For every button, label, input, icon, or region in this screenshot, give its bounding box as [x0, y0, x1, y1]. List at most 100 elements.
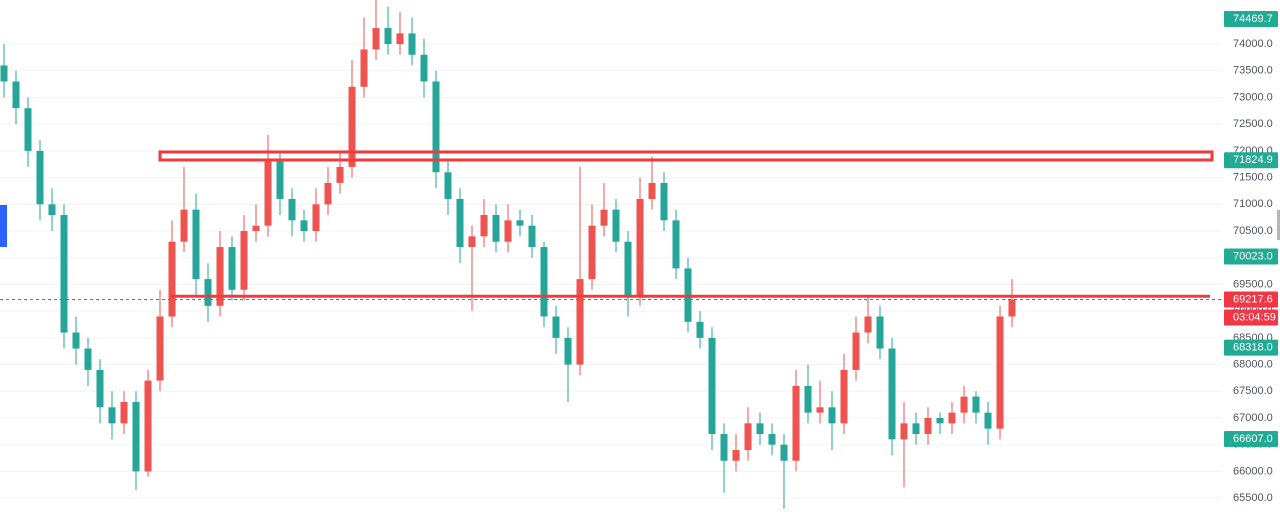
candle-body: [348, 86, 356, 167]
candle-body: [492, 215, 500, 242]
candle-body: [84, 348, 92, 370]
price-badge: [1224, 248, 1278, 265]
candle-body: [12, 81, 20, 109]
price-axis: 65500.066000.066500.067000.067500.068000…: [1224, 10, 1278, 504]
resistance-zone: [158, 150, 1214, 162]
y-tick-label: 71500.0: [1233, 172, 1273, 184]
candle-body: [720, 434, 728, 461]
candle-body: [24, 108, 32, 151]
candle-body: [420, 54, 428, 82]
candle-body: [396, 33, 404, 45]
candle-body: [252, 225, 260, 232]
candle-body: [264, 161, 272, 226]
price-badge-label: 74469.7: [1233, 13, 1273, 25]
candle-body: [204, 279, 212, 306]
candle-body: [768, 434, 776, 445]
candle-body: [708, 337, 716, 435]
candle-body: [384, 28, 392, 45]
countdown-label: 03:04:59: [1233, 311, 1276, 323]
price-badge: [1224, 430, 1278, 447]
candle-body: [72, 332, 80, 349]
candle-body: [984, 412, 992, 429]
y-tick-label: 67500.0: [1233, 385, 1273, 397]
candle-body: [312, 204, 320, 232]
price-badge-label: 70023.0: [1233, 250, 1273, 262]
candle-body: [216, 247, 224, 306]
candle-body: [144, 380, 152, 472]
candle-body: [600, 209, 608, 226]
candle-body: [408, 33, 416, 55]
candle-body: [336, 166, 344, 183]
candle-body: [912, 423, 920, 435]
candle-body: [804, 385, 812, 413]
candle-body: [864, 316, 872, 333]
price-badge: [1224, 291, 1278, 308]
price-badge-label: 69217.6: [1233, 293, 1273, 305]
candle-body: [468, 236, 476, 248]
candle-body: [324, 182, 332, 205]
candle-body: [300, 220, 308, 232]
candle-body: [900, 423, 908, 440]
candle-body: [168, 241, 176, 317]
candle-body: [672, 220, 680, 269]
price-badge-label: 71824.9: [1233, 154, 1273, 166]
candle-body: [528, 225, 536, 248]
candle-body: [48, 204, 56, 216]
price-badge-label: 66607.0: [1233, 433, 1273, 445]
candle-body: [288, 198, 296, 221]
candle-body: [996, 316, 1004, 429]
candle-body: [756, 423, 764, 435]
candle-body: [480, 215, 488, 237]
candle-body: [732, 450, 740, 461]
scroll-handle[interactable]: [1277, 210, 1280, 240]
candle-body: [624, 241, 632, 296]
candle-body: [564, 337, 572, 365]
candle-body: [240, 231, 248, 290]
price-badge: [1224, 339, 1278, 356]
candle-body: [156, 316, 164, 381]
candle-body: [0, 65, 8, 82]
candle-body: [780, 444, 788, 461]
candle-body: [648, 182, 656, 199]
candle-body: [540, 247, 548, 317]
y-tick-label: 71000.0: [1233, 198, 1273, 210]
candle-body: [516, 220, 524, 226]
candle-body: [552, 316, 560, 338]
candle-body: [636, 198, 644, 296]
candle-body: [576, 279, 584, 365]
plot: [0, 0, 1222, 509]
candle-body: [696, 321, 704, 338]
candle-body: [840, 369, 848, 424]
candle-body: [876, 316, 884, 349]
candle-body: [180, 209, 188, 242]
candle-body: [588, 225, 596, 280]
candle-body: [108, 407, 116, 424]
side-tab[interactable]: [0, 205, 7, 247]
y-tick-label: 66000.0: [1233, 465, 1273, 477]
candle-body: [660, 182, 668, 221]
candle-body: [504, 220, 512, 242]
y-tick-label: 70500.0: [1233, 225, 1273, 237]
y-tick-label: 65500.0: [1233, 492, 1273, 504]
candle-body: [852, 332, 860, 370]
candle-body: [360, 49, 368, 87]
y-tick-label: 73000.0: [1233, 91, 1273, 103]
candle-body: [444, 172, 452, 199]
candle-body: [120, 401, 128, 424]
candle-body: [948, 412, 956, 424]
candle-body: [828, 407, 836, 424]
candle-body: [96, 369, 104, 408]
candle-body: [612, 209, 620, 242]
candle-body: [276, 161, 284, 199]
price-badge: [1224, 10, 1278, 27]
candle-body: [888, 348, 896, 440]
price-badge-label: 68318.0: [1233, 341, 1273, 353]
candle-body: [936, 417, 944, 424]
candle-body: [972, 396, 980, 413]
candle-body: [744, 423, 752, 451]
y-tick-label: 73500.0: [1233, 65, 1273, 77]
y-tick-label: 68000.0: [1233, 358, 1273, 370]
candle-body: [792, 385, 800, 461]
candle-body: [456, 198, 464, 248]
candle-body: [60, 215, 68, 333]
